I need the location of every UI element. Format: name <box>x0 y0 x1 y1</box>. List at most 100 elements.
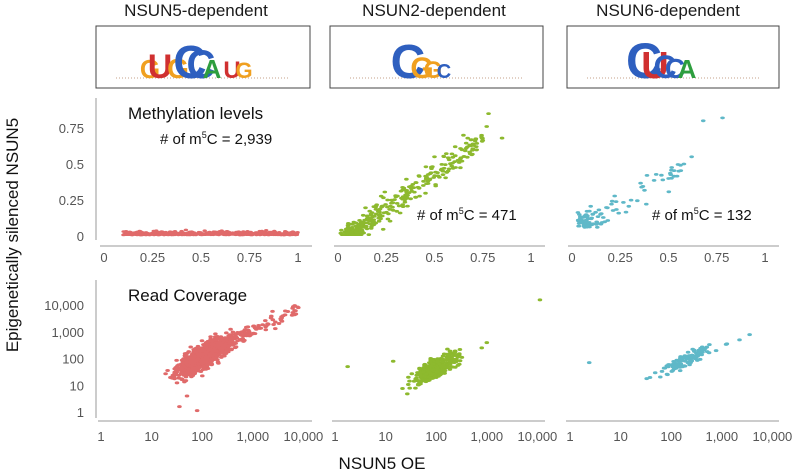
point-methylation-nsun2 <box>360 213 366 217</box>
point-methylation-nsun2 <box>383 203 388 206</box>
point-coverage-nsun2 <box>424 372 429 376</box>
point-methylation-nsun2 <box>389 198 394 202</box>
point-coverage-nsun5 <box>211 349 216 353</box>
point-coverage-nsun2 <box>537 298 543 302</box>
point-methylation-nsun5 <box>293 233 298 237</box>
point-coverage-nsun6 <box>658 375 663 379</box>
point-methylation-nsun2 <box>390 208 396 212</box>
point-methylation-nsun2 <box>372 214 377 218</box>
point-coverage-nsun2 <box>435 360 440 364</box>
point-methylation-nsun2 <box>449 164 455 168</box>
point-coverage-nsun2 <box>422 362 428 366</box>
point-methylation-nsun2 <box>499 136 505 140</box>
point-coverage-nsun2 <box>427 370 432 374</box>
point-methylation-nsun2 <box>349 230 354 234</box>
point-coverage-nsun5 <box>241 339 246 343</box>
point-coverage-nsun5 <box>244 325 249 329</box>
point-methylation-nsun2 <box>444 170 450 174</box>
point-methylation-nsun5 <box>281 232 287 235</box>
point-methylation-nsun2 <box>441 166 447 170</box>
point-coverage-nsun2 <box>345 365 350 369</box>
xtick-bottom-nsun5-1: 10 <box>144 429 158 444</box>
point-methylation-nsun2 <box>432 155 437 159</box>
point-methylation-nsun6 <box>613 200 619 204</box>
point-methylation-nsun6 <box>590 222 596 226</box>
point-methylation-nsun6 <box>621 201 626 204</box>
point-methylation-nsun6 <box>577 213 582 216</box>
point-coverage-nsun5 <box>172 377 177 380</box>
point-methylation-nsun2 <box>431 176 437 179</box>
point-methylation-nsun2 <box>402 200 408 204</box>
point-methylation-nsun2 <box>463 146 469 150</box>
point-coverage-nsun2 <box>440 354 446 358</box>
point-coverage-nsun6 <box>661 366 667 370</box>
point-methylation-nsun2 <box>440 173 446 177</box>
ytick-bottom-1: 10 <box>70 378 84 393</box>
point-coverage-nsun5 <box>188 358 193 362</box>
point-methylation-nsun5 <box>196 230 202 234</box>
point-coverage-nsun5 <box>290 306 295 310</box>
point-methylation-nsun2 <box>463 141 469 145</box>
point-coverage-nsun5 <box>183 375 189 379</box>
point-coverage-nsun5 <box>295 305 300 309</box>
point-methylation-nsun2 <box>364 224 369 228</box>
point-coverage-nsun2 <box>413 386 418 390</box>
point-methylation-nsun5 <box>157 230 162 234</box>
point-coverage-nsun5 <box>263 319 268 323</box>
site-count-nsun5: # of m5C = 2,939 <box>160 130 273 149</box>
point-methylation-nsun6 <box>588 217 594 221</box>
point-methylation-nsun6 <box>623 210 629 214</box>
point-methylation-nsun2 <box>382 190 388 194</box>
motif-letter-nsun6-2: C <box>653 49 676 85</box>
point-coverage-nsun6 <box>692 354 697 358</box>
point-methylation-nsun5 <box>179 233 185 237</box>
methylation-levels-title: Methylation levels <box>128 104 264 123</box>
point-coverage-nsun5 <box>200 374 205 378</box>
xtick-top-nsun5-0: 0 <box>100 250 107 265</box>
motif-letter-nsun6-1: U <box>641 45 668 87</box>
point-coverage-nsun2 <box>428 358 434 362</box>
point-methylation-nsun2 <box>452 145 458 149</box>
point-coverage-nsun5 <box>205 357 210 361</box>
point-methylation-nsun6 <box>595 221 600 225</box>
xtick-bottom-nsun5-0: 1 <box>97 429 104 444</box>
point-methylation-nsun5 <box>220 231 225 235</box>
point-coverage-nsun5 <box>184 394 190 398</box>
xtick-bottom-nsun6-1: 10 <box>613 429 627 444</box>
point-coverage-nsun5 <box>251 324 257 328</box>
point-coverage-nsun5 <box>207 352 213 356</box>
point-coverage-nsun6 <box>689 359 695 363</box>
motif-letter-nsun5-2: G <box>167 53 189 84</box>
point-methylation-nsun5 <box>124 233 129 236</box>
point-coverage-nsun5 <box>182 373 188 376</box>
y-axis-label: Epigenetically silenced NSUN5 <box>3 117 22 353</box>
point-coverage-nsun5 <box>270 309 275 313</box>
point-coverage-nsun5 <box>224 337 229 341</box>
point-methylation-nsun6 <box>579 220 584 224</box>
xtick-top-nsun2-1: 0.25 <box>374 250 399 265</box>
point-methylation-nsun6 <box>598 222 604 226</box>
point-methylation-nsun6 <box>582 222 587 226</box>
col-title-nsun2: NSUN2-dependent <box>362 1 506 20</box>
point-coverage-nsun5 <box>180 365 186 368</box>
point-coverage-nsun2 <box>439 358 445 362</box>
x-axis-label: NSUN5 OE <box>338 454 426 473</box>
xtick-bottom-nsun6-2: 100 <box>660 429 682 444</box>
point-methylation-nsun2 <box>377 214 382 218</box>
ytick-bottom-2: 100 <box>62 352 84 367</box>
point-coverage-nsun6 <box>678 357 683 361</box>
point-coverage-nsun5 <box>278 317 284 321</box>
point-coverage-nsun6 <box>678 355 683 359</box>
point-coverage-nsun5 <box>246 328 251 332</box>
xtick-bottom-nsun6-4: 10,000 <box>753 429 793 444</box>
point-methylation-nsun6 <box>635 199 640 203</box>
point-methylation-nsun5 <box>179 229 184 233</box>
point-coverage-nsun6 <box>659 369 665 373</box>
point-coverage-nsun5 <box>185 369 190 373</box>
point-coverage-nsun5 <box>273 327 278 331</box>
point-methylation-nsun2 <box>479 135 484 139</box>
point-methylation-nsun5 <box>237 232 242 235</box>
point-coverage-nsun2 <box>405 392 410 396</box>
point-methylation-nsun2 <box>341 233 347 237</box>
point-methylation-nsun2 <box>465 155 470 159</box>
